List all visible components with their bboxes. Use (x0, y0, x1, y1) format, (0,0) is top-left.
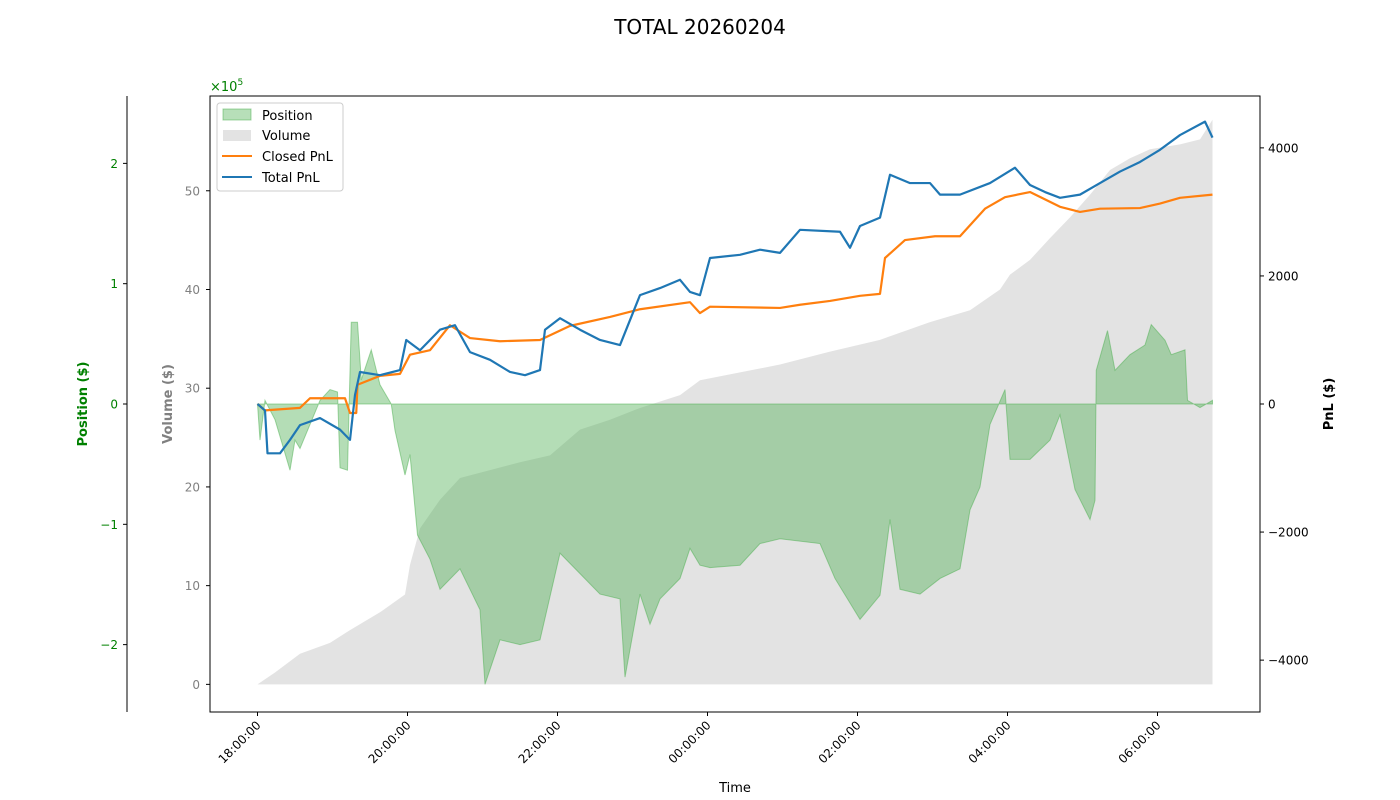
legend: Position Volume Closed PnL Total PnL (216, 102, 344, 192)
legend-label-position: Position (262, 109, 313, 124)
volume-tick-label: 40 (185, 283, 200, 297)
legend-swatch-position (222, 108, 252, 121)
volume-area (257, 119, 1213, 685)
pnl-tick-label: 4000 (1268, 141, 1299, 155)
x-tick-label: 04:00:00 (966, 718, 1014, 766)
position-tick-label: −1 (100, 518, 118, 532)
pnl-tick-label: −4000 (1268, 654, 1309, 668)
legend-label-closed-pnl: Closed PnL (262, 150, 334, 165)
pnl-tick-label: 2000 (1268, 269, 1299, 283)
total-pnl-line (256, 120, 1214, 455)
position-axis-multiplier: ×105 (210, 78, 243, 95)
x-tick-label: 06:00:00 (1116, 718, 1164, 766)
x-tick-label: 18:00:00 (216, 718, 264, 766)
x-tick-label: 20:00:00 (366, 718, 414, 766)
pnl-axis-label: PnL ($) (1322, 378, 1337, 431)
plot-areas (256, 119, 1213, 685)
closed-pnl-line (256, 190, 1213, 415)
volume-tick-label: 30 (185, 382, 200, 396)
x-axis-label: Time (718, 781, 751, 796)
position-axis-label: Position ($) (76, 362, 91, 447)
x-tick-label: 22:00:00 (516, 718, 564, 766)
plot-lines (256, 120, 1214, 455)
volume-tick-label: 0 (192, 678, 200, 692)
position-tick-label: −2 (100, 638, 118, 652)
position-tick-label: 2 (110, 157, 118, 171)
position-tick-label: 1 (110, 277, 118, 291)
pnl-tick-label: −2000 (1268, 526, 1309, 540)
x-tick-label: 00:00:00 (666, 718, 714, 766)
legend-swatch-volume (223, 130, 251, 141)
pnl-tick-label: 0 (1268, 398, 1276, 412)
volume-axis-label: Volume ($) (161, 364, 176, 444)
chart-title: TOTAL 20260204 (613, 15, 786, 39)
volume-tick-label: 10 (185, 579, 200, 593)
volume-tick-label: 20 (185, 480, 200, 494)
volume-tick-label: 50 (185, 184, 200, 198)
legend-box (216, 102, 344, 192)
position-tick-label: 0 (110, 398, 118, 412)
legend-label-volume: Volume (262, 129, 310, 144)
legend-label-total-pnl: Total PnL (261, 171, 320, 186)
position-area (256, 321, 1213, 685)
x-tick-label: 02:00:00 (816, 718, 864, 766)
